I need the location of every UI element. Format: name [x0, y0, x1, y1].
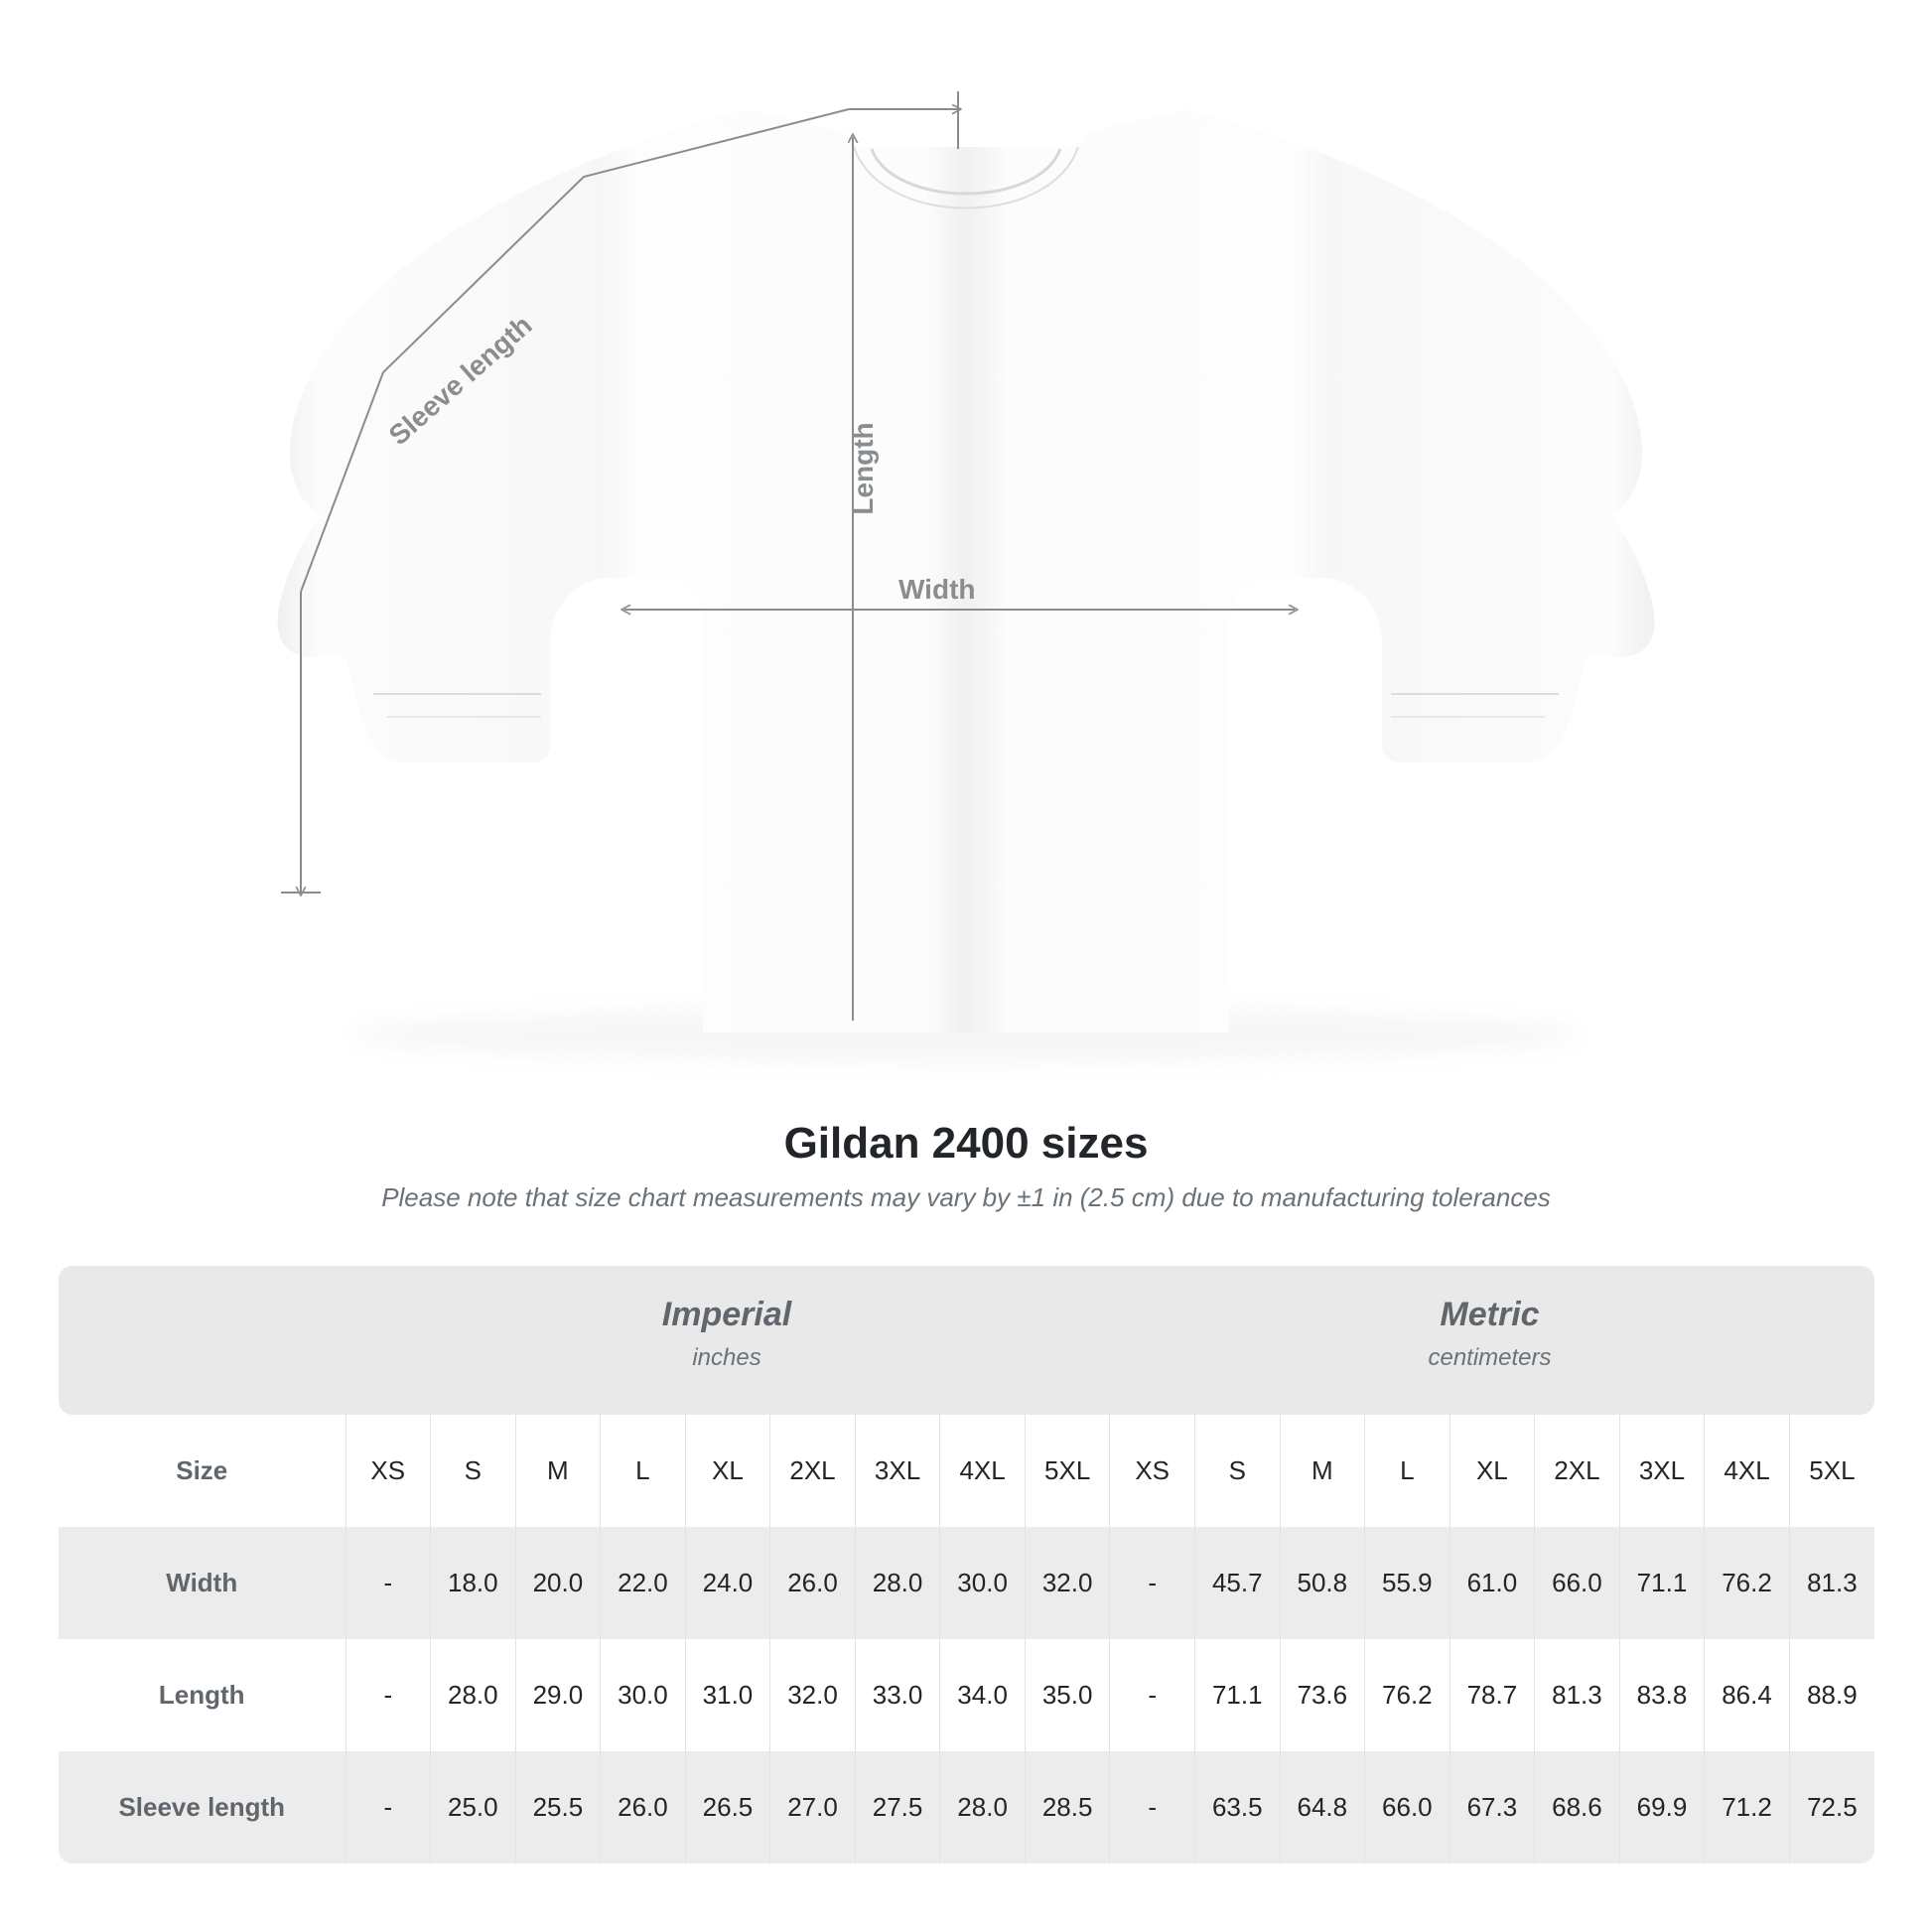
svg-text:Length: Length — [848, 422, 879, 514]
svg-text:Width: Width — [898, 574, 976, 605]
